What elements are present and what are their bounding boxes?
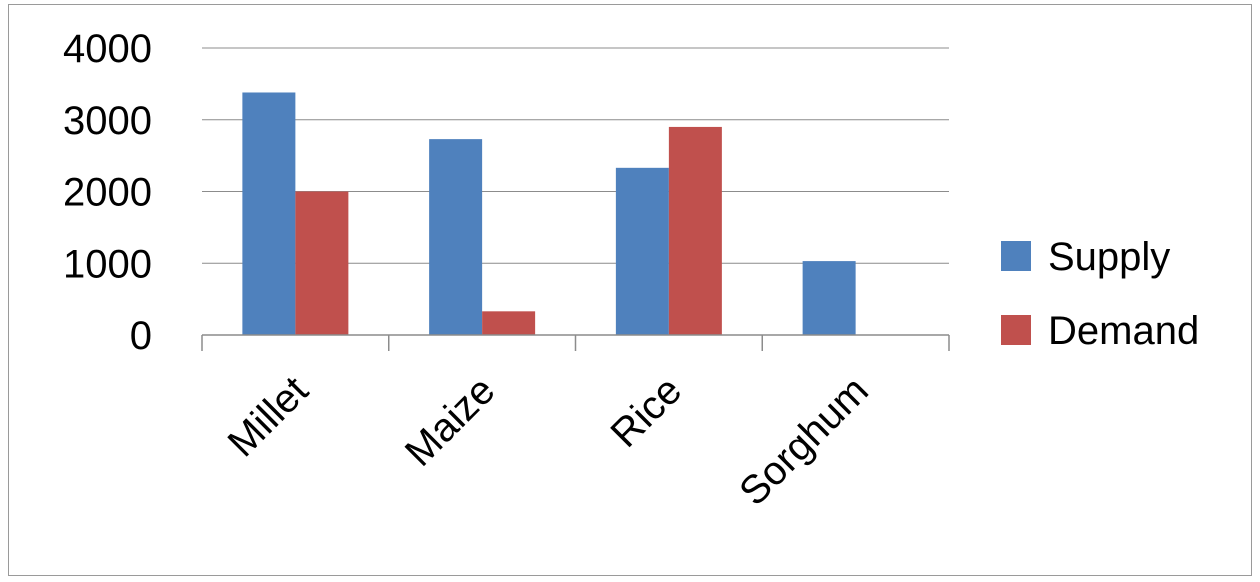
legend-swatch-demand	[1001, 315, 1031, 345]
x-axis-tick-labels: Millet Maize Rice Sorghum	[220, 368, 877, 514]
y-axis-tick-labels: 0 1000 2000 3000 4000	[63, 27, 152, 358]
bar-chart: 0 1000 2000 3000 4000 Millet Maize Rice Sorghum…	[63, 27, 1199, 514]
bar-supply-maize	[429, 139, 483, 335]
bar-supply-millet	[242, 92, 296, 335]
bar-supply-sorghum	[802, 261, 856, 335]
legend-label-demand: Demand	[1048, 309, 1199, 353]
bar-demand-millet	[295, 191, 349, 335]
bar-supply-rice	[615, 167, 669, 335]
bar-demand-maize	[482, 311, 536, 335]
y-tick-label: 4000	[63, 27, 152, 71]
y-tick-label: 0	[130, 314, 152, 358]
legend-label-supply: Supply	[1048, 235, 1170, 279]
axes	[201, 334, 950, 351]
bars	[242, 92, 856, 335]
y-tick-label: 1000	[63, 242, 152, 286]
x-tick-label: Rice	[603, 368, 691, 456]
chart-frame: 0 1000 2000 3000 4000 Millet Maize Rice Sorghum…	[8, 4, 1252, 576]
y-tick-label: 3000	[63, 99, 152, 143]
legend-swatch-supply	[1001, 241, 1031, 271]
x-tick-label: Sorghum	[731, 368, 877, 514]
bar-demand-rice	[668, 126, 722, 335]
x-tick-label: Maize	[397, 368, 504, 475]
legend: Supply Demand	[1001, 235, 1199, 353]
x-tick-label: Millet	[220, 368, 317, 465]
y-tick-label: 2000	[63, 171, 152, 215]
